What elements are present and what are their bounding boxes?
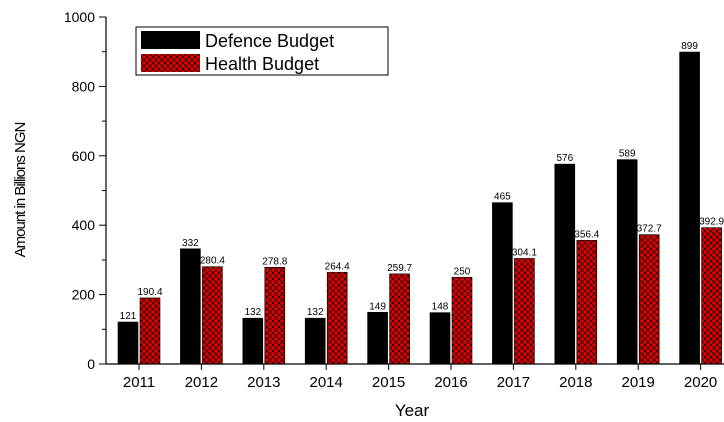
data-label-health: 280.4 (200, 256, 225, 267)
bar-defence (117, 321, 139, 365)
bar-health (326, 271, 348, 365)
x-tick-label: 2018 (559, 374, 592, 391)
bar-health (202, 266, 223, 365)
data-label-defence: 148 (432, 302, 449, 313)
x-tick-label: 2019 (622, 374, 655, 391)
bar-defence (679, 51, 700, 365)
bar-health (389, 273, 410, 365)
x-tick-label: 2011 (123, 374, 155, 391)
bar-health (638, 234, 660, 365)
data-label-health: 392.9 (699, 217, 724, 228)
bar-defence (242, 317, 264, 365)
data-label-health: 259.7 (387, 263, 412, 274)
bar-health (514, 258, 535, 365)
plot-area: 121 332 132 132 149 148 465 576 589 899 190.4 280.4… (64, 9, 724, 391)
data-label-health: 264.4 (325, 261, 350, 272)
x-tick-label: 2014 (310, 374, 343, 391)
data-label-defence: 576 (556, 153, 573, 164)
bar-defence (554, 163, 576, 365)
legend-label-defence: Defence Budget (205, 31, 334, 51)
data-label-health: 278.8 (262, 256, 287, 267)
data-label-defence: 589 (619, 149, 636, 160)
bar-defence (367, 311, 388, 365)
bar-health (701, 227, 722, 365)
y-tick-label: 400 (72, 217, 96, 233)
data-label-health: 372.7 (637, 224, 662, 235)
bar-health (576, 240, 598, 365)
bar-defence (304, 317, 326, 365)
x-tick-label: 2012 (185, 374, 218, 391)
data-label-defence: 332 (182, 238, 199, 249)
data-label-health: 190.4 (137, 287, 162, 298)
x-tick-label: 2013 (247, 374, 280, 391)
data-label-health: 304.1 (512, 247, 537, 258)
bar-health (139, 297, 161, 365)
y-tick-label: 1000 (64, 9, 95, 25)
bar-defence (492, 202, 513, 365)
x-tick-label: 2016 (434, 374, 467, 391)
legend-swatch-defence (141, 31, 200, 49)
data-label-defence: 899 (681, 41, 698, 52)
bar-health (264, 266, 286, 365)
bar-defence (616, 159, 638, 365)
x-tick-label: 2017 (497, 374, 530, 391)
y-tick-label: 800 (72, 78, 96, 94)
data-label-defence: 465 (494, 192, 511, 203)
legend: Defence Budget Health Budget (135, 26, 389, 76)
bar-defence (180, 248, 201, 365)
y-tick-label: 0 (87, 356, 95, 372)
bar-health (451, 276, 473, 365)
y-axis-title: Amount in Billions NGN (12, 122, 29, 257)
data-label-defence: 132 (307, 307, 324, 318)
legend-label-health: Health Budget (205, 54, 319, 74)
bar-defence (429, 312, 451, 365)
y-tick-label: 200 (72, 287, 96, 303)
data-label-defence: 149 (369, 301, 386, 312)
legend-swatch-health (141, 54, 200, 72)
x-tick-label: 2020 (684, 374, 717, 391)
x-tick-label: 2015 (372, 374, 405, 391)
data-label-defence: 121 (120, 311, 137, 322)
data-label-health: 250 (454, 266, 471, 277)
y-tick-label: 600 (72, 148, 96, 164)
x-axis-title: Year (395, 401, 430, 420)
data-label-health: 356.4 (574, 229, 599, 240)
data-label-defence: 132 (244, 307, 261, 318)
